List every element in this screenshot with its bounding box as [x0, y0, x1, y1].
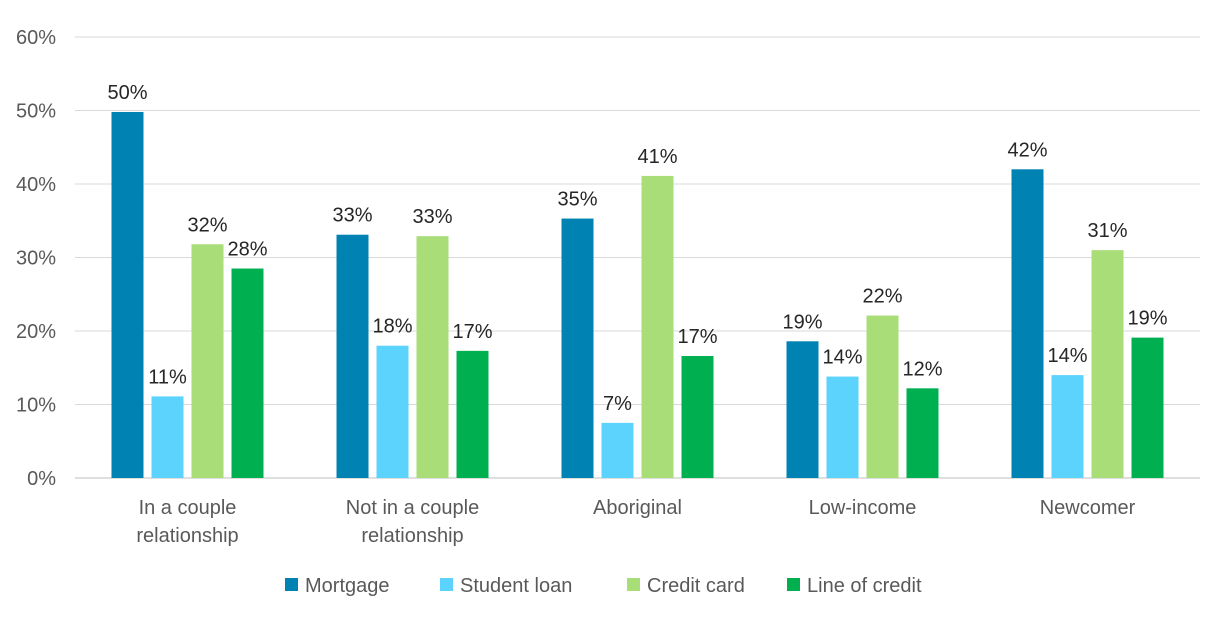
- bar-student-loan: [376, 345, 409, 478]
- bar-student-loan: [1051, 375, 1084, 478]
- data-labels: 50%11%32%28%33%18%33%17%35%7%41%17%19%14…: [107, 82, 1167, 415]
- y-tick-label: 50%: [16, 101, 56, 123]
- data-label: 31%: [1087, 220, 1127, 242]
- data-label: 28%: [227, 239, 267, 261]
- data-label: 19%: [1127, 308, 1167, 330]
- legend: Mortgage Student loan Credit card Line of c…: [285, 575, 922, 597]
- data-label: 12%: [902, 358, 942, 380]
- bar-student-loan: [826, 376, 859, 478]
- y-tick-label: 10%: [16, 395, 56, 417]
- category-label: relationship: [361, 525, 463, 547]
- data-label: 17%: [452, 321, 492, 343]
- bar-credit-card: [866, 315, 899, 478]
- legend-swatch: [787, 578, 800, 591]
- data-label: 19%: [782, 311, 822, 333]
- y-tick-label: 0%: [27, 468, 56, 490]
- data-label: 35%: [557, 189, 597, 211]
- data-label: 41%: [637, 146, 677, 168]
- y-tick-label: 40%: [16, 174, 56, 196]
- category-label: Not in a couple: [346, 497, 479, 519]
- data-label: 7%: [603, 393, 632, 415]
- legend-swatch: [440, 578, 453, 591]
- y-tick-label: 60%: [16, 27, 56, 49]
- legend-swatch: [627, 578, 640, 591]
- data-label: 14%: [822, 347, 862, 369]
- data-label: 50%: [107, 82, 147, 104]
- legend-label: Line of credit: [807, 575, 922, 597]
- data-label: 18%: [372, 316, 412, 338]
- bar-credit-card: [641, 175, 674, 479]
- category-label: relationship: [136, 525, 238, 547]
- bar-mortgage: [111, 111, 144, 478]
- bar-credit-card: [1091, 250, 1124, 478]
- legend-item-student-loan: Student loan: [440, 575, 572, 597]
- bar-mortgage: [561, 218, 594, 479]
- bar-credit-card: [191, 244, 224, 478]
- data-label: 33%: [412, 206, 452, 228]
- bar-mortgage: [336, 234, 369, 478]
- bar-line-of-credit: [456, 350, 489, 478]
- data-label: 42%: [1007, 139, 1047, 161]
- category-label: Newcomer: [1040, 497, 1136, 519]
- category-label: Aboriginal: [593, 497, 682, 519]
- data-label: 33%: [332, 205, 372, 227]
- bar-student-loan: [151, 396, 184, 478]
- legend-item-line-of-credit: Line of credit: [787, 575, 922, 597]
- y-tick-label: 20%: [16, 321, 56, 343]
- bar-line-of-credit: [681, 355, 714, 478]
- bars: [111, 111, 1164, 479]
- bar-credit-card: [416, 236, 449, 478]
- data-label: 11%: [148, 366, 187, 388]
- bar-line-of-credit: [231, 268, 264, 478]
- x-axis-category-labels: In a couple relationship Not in a couple re…: [136, 497, 1135, 547]
- y-tick-label: 30%: [16, 248, 56, 270]
- data-label: 22%: [862, 286, 902, 308]
- legend-swatch: [285, 578, 298, 591]
- bar-line-of-credit: [1131, 337, 1164, 478]
- legend-item-mortgage: Mortgage: [285, 575, 390, 597]
- bar-mortgage: [1011, 169, 1044, 479]
- bar-line-of-credit: [906, 388, 939, 478]
- category-label: Low-income: [809, 497, 917, 519]
- y-axis-tick-labels: 0% 10% 20% 30% 40% 50% 60%: [16, 27, 56, 490]
- legend-label: Credit card: [647, 575, 745, 597]
- category-label: In a couple: [139, 497, 237, 519]
- bar-student-loan: [601, 422, 634, 478]
- bar-mortgage: [786, 341, 819, 478]
- data-label: 14%: [1047, 345, 1087, 367]
- legend-label: Student loan: [460, 575, 572, 597]
- data-label: 17%: [677, 326, 717, 348]
- legend-item-credit-card: Credit card: [627, 575, 745, 597]
- legend-label: Mortgage: [305, 575, 390, 597]
- data-label: 32%: [187, 214, 227, 236]
